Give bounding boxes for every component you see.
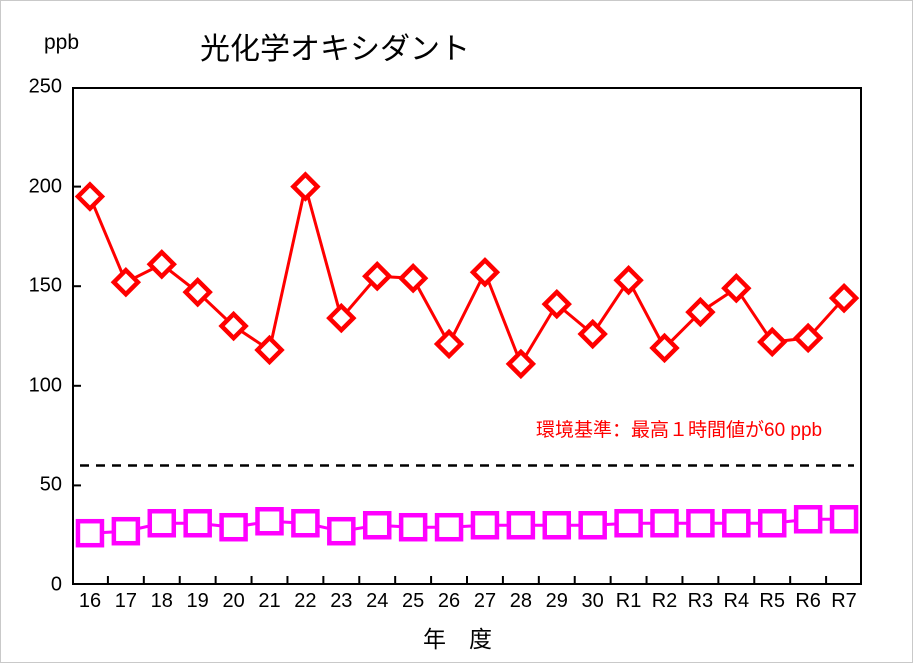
x-axis-tick-label: 28 xyxy=(509,590,532,612)
x-axis-tick-label: 20 xyxy=(222,590,245,612)
y-axis-tick-label: 150 xyxy=(28,274,62,297)
y-axis-tick-label: 0 xyxy=(50,573,62,596)
x-axis-tick-label: 22 xyxy=(294,590,317,612)
x-axis-tick-label: R5 xyxy=(759,590,786,612)
y-axis-unit-label: ppb xyxy=(44,31,80,54)
x-axis-tick-label: 19 xyxy=(186,590,209,612)
x-axis-tick-label: 30 xyxy=(581,590,604,612)
x-axis-tick-label: 23 xyxy=(330,590,353,612)
x-axis-tick-label: 29 xyxy=(545,590,568,612)
x-axis-tick-label: 16 xyxy=(78,590,102,612)
x-axis-tick-label: R4 xyxy=(723,590,750,612)
x-axis-tick-label: 24 xyxy=(366,590,389,612)
x-axis-tick-label: R3 xyxy=(687,590,714,612)
y-axis-tick-label: 50 xyxy=(39,473,62,496)
x-axis-tick-label: R6 xyxy=(795,590,821,612)
x-axis-tick-label: 26 xyxy=(437,590,461,612)
x-axis-tick-label: R7 xyxy=(831,590,857,612)
plot-area xyxy=(72,87,862,585)
threshold-annotation: 環境基準：最高１時間値が60 ppb xyxy=(536,420,823,441)
x-axis-tick-label: R1 xyxy=(615,590,642,612)
x-axis-title: 年 度 xyxy=(423,626,492,652)
y-axis-tick-label: 250 xyxy=(28,75,62,98)
x-axis-tick-label: R2 xyxy=(651,590,678,612)
x-axis-tick-label: 17 xyxy=(114,590,137,612)
x-axis-tick-label: 18 xyxy=(150,590,173,612)
y-axis-tick-label: 200 xyxy=(28,175,62,198)
x-axis-tick-label: 25 xyxy=(402,590,425,612)
x-axis-tick-label: 27 xyxy=(473,590,497,612)
y-axis-tick-label: 100 xyxy=(28,374,62,397)
page-title: 光化学オキシダント xyxy=(200,33,470,66)
x-axis-tick-label: 21 xyxy=(258,590,281,612)
